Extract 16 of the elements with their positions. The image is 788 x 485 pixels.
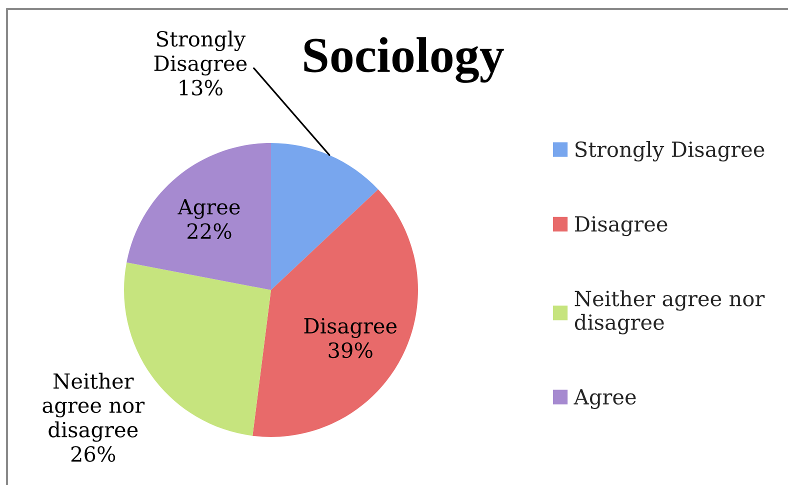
pie-slice bbox=[271, 143, 378, 290]
slice-label: Neither agree nor disagree bbox=[42, 372, 145, 442]
data-label: 39% bbox=[328, 342, 372, 358]
legend-label: Agree bbox=[574, 389, 636, 409]
data-label: 22% bbox=[188, 223, 232, 240]
legend-label: Disagree bbox=[574, 216, 668, 236]
data-label: 13% bbox=[180, 80, 222, 96]
slice-label: Strongly Disagree bbox=[154, 30, 247, 76]
pie-slice bbox=[126, 143, 271, 290]
pie-slice bbox=[252, 189, 418, 437]
slice-label: Agree bbox=[178, 199, 240, 219]
legend-label: Strongly Disagree bbox=[576, 141, 764, 162]
chart-title: Sociology bbox=[304, 37, 504, 83]
legend-label: Neither agree nor disagree bbox=[574, 290, 765, 334]
data-label: 26% bbox=[71, 446, 116, 462]
slice-label: Disagree bbox=[304, 318, 397, 338]
